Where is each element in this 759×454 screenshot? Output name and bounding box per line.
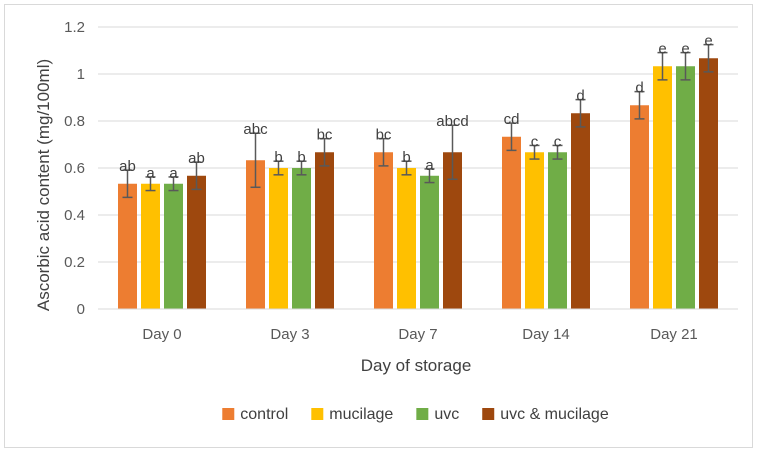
significance-label: a: [146, 165, 155, 182]
significance-label: e: [704, 33, 712, 50]
bar: [164, 183, 183, 309]
bar: [246, 160, 265, 309]
error-bar: [680, 51, 691, 81]
significance-label: a: [169, 165, 178, 182]
x-tick-label: Day 21: [650, 326, 698, 343]
bars: [118, 58, 718, 310]
bar: [525, 152, 544, 309]
bar: [571, 113, 590, 310]
legend-item: uvc & mucilage: [482, 406, 609, 423]
legend-swatch: [416, 408, 429, 420]
bar: [118, 183, 137, 309]
error-bars: [122, 43, 714, 199]
bar: [676, 66, 695, 310]
legend-label: mucilage: [329, 406, 393, 423]
x-axis-title: Day of storage: [361, 356, 472, 375]
legend-label: control: [240, 406, 288, 423]
significance-label: d: [576, 88, 584, 105]
y-tick-label: 1: [77, 66, 85, 83]
legend-swatch: [482, 408, 495, 420]
error-bar: [529, 144, 540, 160]
bar: [502, 136, 521, 309]
error-bar: [552, 144, 563, 160]
x-tick-label: Day 14: [522, 326, 570, 343]
significance-label: a: [425, 157, 434, 174]
significance-label: e: [658, 41, 666, 58]
legend-label: uvc: [434, 406, 459, 423]
x-tick-label: Day 7: [398, 326, 437, 343]
error-bar: [250, 132, 261, 189]
legend-item: control: [222, 406, 288, 423]
error-bar: [273, 160, 284, 176]
bar: [141, 183, 160, 309]
significance-label: c: [531, 133, 539, 150]
significance-label: ab: [119, 158, 136, 175]
bar: [630, 105, 649, 309]
significance-label: cd: [504, 111, 520, 128]
legend-swatch: [222, 408, 235, 420]
bar: [397, 168, 416, 309]
y-axis-title: Ascorbic acid content (mg/100ml): [34, 59, 53, 311]
legend-label: uvc & mucilage: [500, 406, 609, 423]
y-tick-label: 1.2: [64, 19, 85, 36]
bar: [269, 168, 288, 309]
legend-swatch: [311, 408, 324, 420]
error-bar: [122, 169, 133, 199]
significance-label: e: [681, 41, 689, 58]
bar: [315, 152, 334, 309]
legend-item: uvc: [416, 406, 459, 423]
error-bar: [168, 176, 179, 192]
bar: [653, 66, 672, 310]
error-bar: [447, 124, 458, 181]
bar: [187, 175, 206, 309]
significance-label: abcd: [436, 113, 469, 130]
error-bar: [319, 137, 330, 167]
significance-label: b: [297, 149, 305, 166]
bar: [420, 175, 439, 309]
y-tick-label: 0.6: [64, 160, 85, 177]
y-tick-label: 0.8: [64, 113, 85, 130]
significance-label: abc: [243, 121, 268, 138]
y-tick-label: 0.2: [64, 254, 85, 271]
error-bar: [657, 51, 668, 81]
bar: [292, 168, 311, 309]
error-bar: [191, 161, 202, 191]
error-bar: [506, 122, 517, 152]
legend-item: mucilage: [311, 406, 393, 423]
error-bar: [378, 137, 389, 167]
x-tick-label: Day 3: [270, 326, 309, 343]
bar: [374, 152, 393, 309]
significance-label: bc: [317, 127, 333, 144]
error-bar: [401, 160, 412, 176]
y-tick-label: 0.4: [64, 207, 85, 224]
significance-label: ab: [188, 150, 205, 167]
error-bar: [424, 168, 435, 184]
significance-label: b: [402, 149, 410, 166]
significance-label: bc: [376, 127, 392, 144]
bar: [699, 58, 718, 309]
error-bar: [703, 43, 714, 73]
y-tick-label: 0: [77, 301, 85, 318]
legend: control mucilage uvc uvc & mucilage: [222, 406, 609, 423]
error-bar: [145, 176, 156, 192]
significance-label: b: [274, 149, 282, 166]
error-bar: [634, 90, 645, 120]
significance-label: d: [635, 80, 643, 97]
x-tick-label: Day 0: [142, 326, 181, 343]
error-bar: [296, 160, 307, 176]
bar: [443, 152, 462, 309]
error-bar: [575, 98, 586, 128]
significance-label: c: [554, 133, 562, 150]
axes: 0 0.2 0.4 0.6 0.8 1 1.2 Day 0 Day 3 Day 7 Day 14 Da…: [64, 19, 738, 343]
bar: [548, 152, 567, 309]
